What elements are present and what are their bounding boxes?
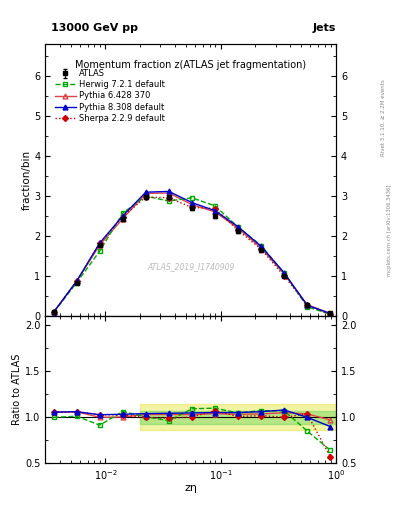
Sherpa 2.2.9 default [120, 214, 125, 220]
Text: Jets: Jets [313, 23, 336, 33]
Legend: ATLAS, Herwig 7.2.1 default, Pythia 6.428 370, Pythia 8.308 default, Sherpa 2.2.: ATLAS, Herwig 7.2.1 default, Pythia 6.42… [52, 67, 167, 125]
Pythia 8.308 default [305, 302, 310, 308]
Pythia 8.308 default [74, 278, 79, 284]
Herwig 7.2.1 default [143, 193, 148, 199]
Pythia 8.308 default [259, 243, 263, 249]
Pythia 8.308 default [143, 189, 148, 195]
Line: Pythia 6.428 370: Pythia 6.428 370 [51, 190, 333, 316]
Pythia 8.308 default [97, 240, 102, 246]
Sherpa 2.2.9 default [74, 278, 79, 284]
Sherpa 2.2.9 default [328, 311, 332, 317]
Pythia 6.428 370 [51, 309, 56, 315]
Sherpa 2.2.9 default [213, 205, 217, 211]
Pythia 6.428 370 [189, 202, 194, 208]
Herwig 7.2.1 default [74, 280, 79, 286]
Sherpa 2.2.9 default [282, 273, 286, 279]
Pythia 6.428 370 [167, 190, 171, 196]
Herwig 7.2.1 default [328, 311, 332, 317]
Pythia 8.308 default [189, 200, 194, 206]
Sherpa 2.2.9 default [305, 302, 310, 308]
Line: Sherpa 2.2.9 default: Sherpa 2.2.9 default [51, 195, 332, 316]
Sherpa 2.2.9 default [189, 204, 194, 210]
Pythia 8.308 default [51, 309, 56, 315]
Herwig 7.2.1 default [97, 248, 102, 254]
Pythia 8.308 default [328, 310, 332, 316]
Herwig 7.2.1 default [282, 270, 286, 276]
Pythia 8.308 default [236, 224, 241, 230]
Pythia 8.308 default [167, 188, 171, 195]
Pythia 6.428 370 [328, 310, 332, 316]
Herwig 7.2.1 default [51, 309, 56, 315]
Pythia 8.308 default [282, 270, 286, 276]
Pythia 6.428 370 [282, 271, 286, 277]
Line: Herwig 7.2.1 default: Herwig 7.2.1 default [51, 194, 333, 317]
Pythia 8.308 default [120, 213, 125, 219]
Sherpa 2.2.9 default [167, 195, 171, 201]
X-axis label: zη: zη [184, 483, 197, 494]
Pythia 6.428 370 [213, 209, 217, 215]
Pythia 6.428 370 [120, 216, 125, 222]
Y-axis label: Ratio to ATLAS: Ratio to ATLAS [12, 354, 22, 425]
Herwig 7.2.1 default [167, 198, 171, 204]
Pythia 6.428 370 [236, 225, 241, 231]
Pythia 6.428 370 [259, 245, 263, 251]
Pythia 8.308 default [213, 207, 217, 214]
Sherpa 2.2.9 default [97, 240, 102, 246]
Text: ATLAS_2019_I1740909: ATLAS_2019_I1740909 [147, 263, 234, 271]
Pythia 6.428 370 [143, 190, 148, 197]
Text: Rivet 3.1.10, ≥ 2.2M events: Rivet 3.1.10, ≥ 2.2M events [381, 79, 386, 156]
Text: Momentum fraction z(ATLAS jet fragmentation): Momentum fraction z(ATLAS jet fragmentat… [75, 60, 306, 70]
Text: mcplots.cern.ch [arXiv:1306.3436]: mcplots.cern.ch [arXiv:1306.3436] [387, 185, 391, 276]
Herwig 7.2.1 default [189, 195, 194, 201]
Herwig 7.2.1 default [213, 203, 217, 209]
Pythia 6.428 370 [97, 242, 102, 248]
Sherpa 2.2.9 default [143, 194, 148, 200]
Herwig 7.2.1 default [236, 224, 241, 230]
Pythia 6.428 370 [74, 278, 79, 284]
Sherpa 2.2.9 default [51, 309, 56, 315]
Pythia 6.428 370 [305, 302, 310, 308]
Herwig 7.2.1 default [259, 243, 263, 249]
Herwig 7.2.1 default [305, 304, 310, 310]
Text: 13000 GeV pp: 13000 GeV pp [51, 23, 138, 33]
Line: Pythia 8.308 default: Pythia 8.308 default [51, 189, 333, 316]
Herwig 7.2.1 default [120, 210, 125, 216]
Sherpa 2.2.9 default [236, 227, 241, 233]
Y-axis label: fraction/bin: fraction/bin [21, 150, 31, 210]
Sherpa 2.2.9 default [259, 246, 263, 252]
